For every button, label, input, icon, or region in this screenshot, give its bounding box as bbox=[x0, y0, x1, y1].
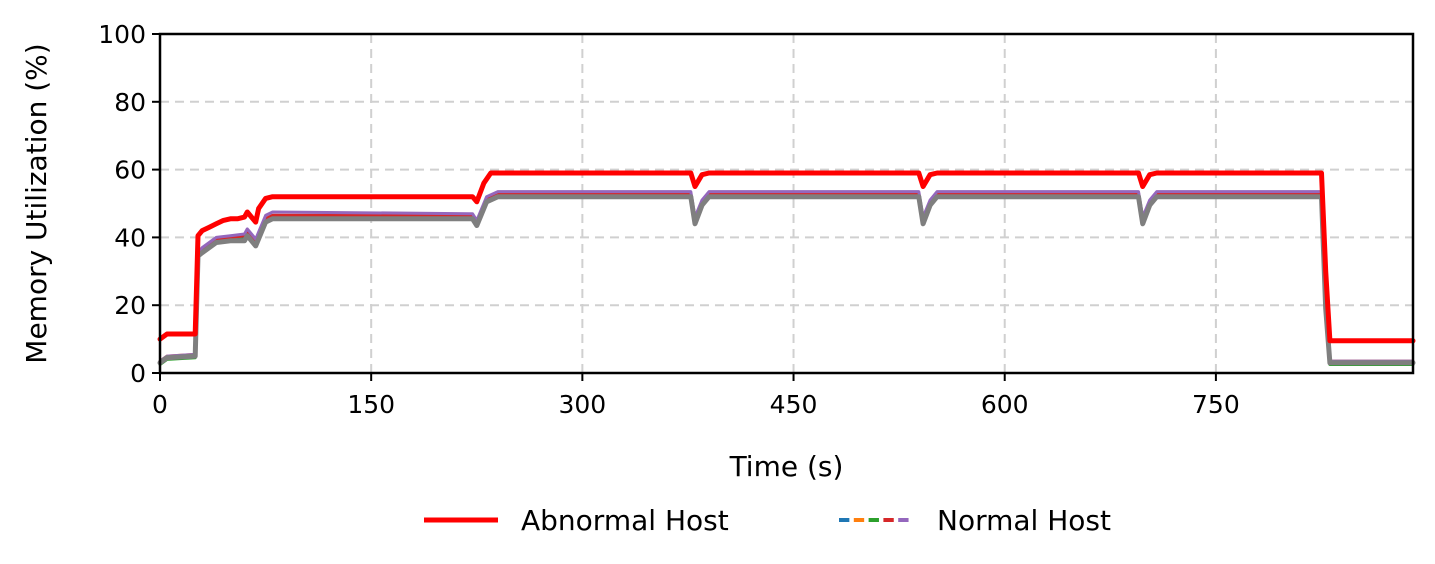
y-tick-label: 80 bbox=[114, 88, 146, 117]
y-tick-label: 20 bbox=[114, 291, 146, 320]
x-tick-label: 0 bbox=[152, 390, 168, 419]
legend-label-normal: Normal Host bbox=[937, 504, 1111, 537]
axis-ticks: 0 150 300 450 600 750 0 20 40 60 80 100 bbox=[98, 20, 1239, 419]
x-tick-label: 150 bbox=[347, 390, 395, 419]
plot-frame bbox=[158, 32, 1415, 375]
y-tick-label: 100 bbox=[98, 20, 146, 49]
legend: Abnormal Host Normal Host bbox=[424, 504, 1111, 537]
x-tick-label: 300 bbox=[559, 390, 607, 419]
data-series bbox=[157, 170, 1416, 366]
y-axis-title: Memory Utilization (%) bbox=[20, 43, 53, 363]
x-tick-label: 450 bbox=[770, 390, 818, 419]
y-tick-label: 40 bbox=[114, 223, 146, 252]
y-tick-label: 60 bbox=[114, 156, 146, 185]
grid-lines bbox=[160, 34, 1413, 373]
legend-label-abnormal: Abnormal Host bbox=[521, 504, 729, 537]
abnormal-host-line bbox=[157, 170, 1416, 344]
x-tick-label: 750 bbox=[1192, 390, 1240, 419]
normal-host-line bbox=[157, 194, 1416, 366]
x-tick-label: 600 bbox=[981, 390, 1029, 419]
x-axis-title: Time (s) bbox=[729, 450, 844, 483]
normal-host-line bbox=[158, 195, 1415, 366]
y-tick-label: 0 bbox=[130, 359, 146, 388]
